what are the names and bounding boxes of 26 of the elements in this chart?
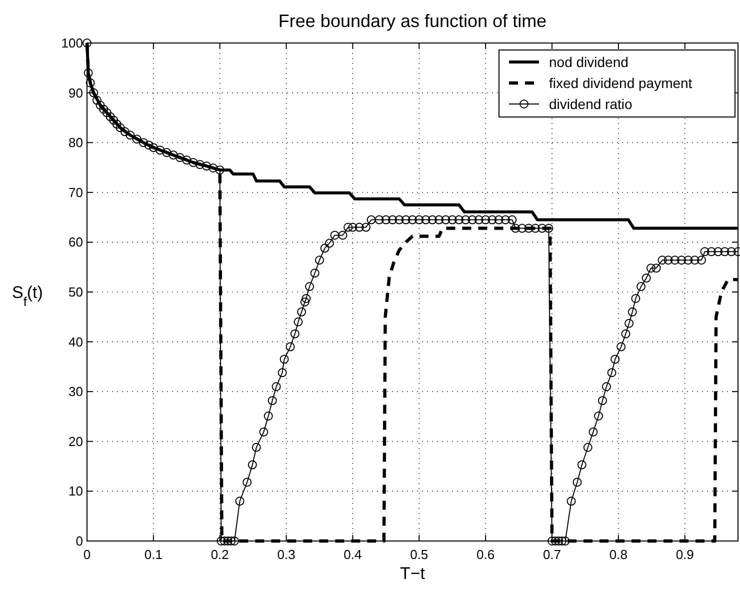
x-tick-label: 0.9 [676, 547, 694, 562]
x-tick-label: 0.7 [542, 547, 562, 562]
y-tick-label: 20 [68, 434, 83, 449]
legend-label: nod dividend [549, 54, 628, 70]
y-tick-label: 30 [68, 384, 83, 400]
x-tick-label: 0.5 [410, 547, 428, 562]
x-axis-title: T−t [400, 564, 426, 583]
y-axis-title: S$_{f}$(t) [12, 283, 43, 308]
x-tick-label: 0.1 [144, 547, 162, 562]
legend-label: dividend ratio [549, 96, 632, 112]
y-tick-label: 60 [68, 234, 83, 250]
y-tick-label: 70 [68, 184, 83, 200]
x-tick-label: 0.8 [609, 547, 628, 562]
x-tick-label: 0.4 [344, 547, 362, 562]
x-tick-label: 0.2 [210, 547, 229, 562]
legend-label: fixed dividend payment [549, 75, 692, 91]
y-tick-label: 100 [61, 36, 83, 50]
y-tick-label: 90 [68, 85, 83, 100]
y-tick-label: 10 [68, 484, 83, 499]
y-tick-label: 40 [68, 334, 83, 350]
x-tick-label: 0.6 [476, 547, 495, 562]
y-tick-label: 0 [76, 534, 83, 548]
y-tick-label: 50 [68, 284, 83, 300]
x-tick-label: 0.3 [277, 547, 296, 562]
chart-title: Free boundary as function of time [278, 11, 547, 31]
y-tick-label: 80 [68, 135, 83, 150]
